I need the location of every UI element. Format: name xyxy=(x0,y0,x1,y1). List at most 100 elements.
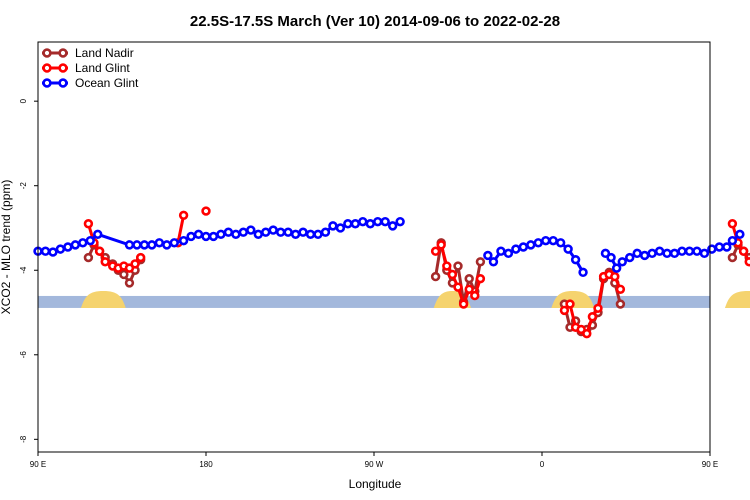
ocean-glint-point xyxy=(285,229,292,236)
ocean-glint-point xyxy=(50,249,57,256)
ocean-glint-point xyxy=(262,229,269,236)
x-axis-label: Longitude xyxy=(349,477,402,491)
land-glint-point xyxy=(102,258,109,265)
ocean-glint-point xyxy=(716,244,723,251)
x-tick-label: 90 W xyxy=(365,460,384,469)
land-glint-point xyxy=(477,275,484,282)
x-tick-label: 0 xyxy=(540,460,545,469)
ocean-glint-point xyxy=(255,231,262,238)
ocean-glint-point xyxy=(134,241,141,248)
land-band xyxy=(81,291,126,308)
ocean-glint-point xyxy=(171,239,178,246)
land-glint-point xyxy=(85,220,92,227)
ocean-glint-point xyxy=(292,231,299,238)
legend-marker xyxy=(44,80,51,87)
ocean-glint-point xyxy=(277,229,284,236)
ocean-glint-point xyxy=(723,244,730,251)
ocean-glint-point xyxy=(270,227,277,234)
ocean-glint-point xyxy=(490,258,497,265)
land-glint-point xyxy=(449,271,456,278)
ocean-glint-point xyxy=(498,248,505,255)
ocean-glint-point xyxy=(608,254,615,261)
legend-label: Land Glint xyxy=(75,61,130,75)
ocean-glint-point xyxy=(641,252,648,259)
ocean-glint-point xyxy=(180,237,187,244)
ocean-glint-point xyxy=(307,231,314,238)
land-glint-point xyxy=(466,286,473,293)
land-nadir-point xyxy=(466,275,473,282)
ocean-glint-point xyxy=(210,233,217,240)
ocean-glint-point xyxy=(195,231,202,238)
ocean-glint-point xyxy=(686,248,693,255)
y-axis: 0 -2 -4 -6 -8 xyxy=(19,98,38,442)
ocean-glint-point xyxy=(64,244,71,251)
legend-marker xyxy=(60,50,67,57)
ocean-glint-point xyxy=(300,229,307,236)
land-glint-point xyxy=(746,258,750,265)
ocean-glint-point xyxy=(315,231,322,238)
legend-item-land-nadir: Land Nadir xyxy=(42,46,134,60)
ocean-glint-point xyxy=(535,239,542,246)
ocean-glint-point xyxy=(42,248,49,255)
ocean-glint-point xyxy=(87,237,94,244)
ocean-glint-point xyxy=(505,250,512,257)
x-tick-label: 180 xyxy=(199,460,213,469)
ocean-glint-point xyxy=(656,248,663,255)
surface-band xyxy=(38,291,750,308)
ocean-glint-point xyxy=(550,237,557,244)
ocean-glint-point xyxy=(397,218,404,225)
land-glint-point xyxy=(455,284,462,291)
land-glint-point xyxy=(583,330,590,337)
ocean-glint-point xyxy=(322,229,329,236)
ocean-glint-point xyxy=(72,241,79,248)
ocean-glint-point xyxy=(708,246,715,253)
land-nadir-point xyxy=(617,301,624,308)
ocean-glint-point xyxy=(389,222,396,229)
ocean-glint-point xyxy=(649,250,656,257)
land-glint-point xyxy=(617,286,624,293)
land-glint-point xyxy=(460,301,467,308)
ocean-glint-point xyxy=(374,218,381,225)
ocean-glint-point xyxy=(484,252,491,259)
ocean-glint-point xyxy=(664,250,671,257)
y-tick-label: -8 xyxy=(19,435,28,443)
ocean-band xyxy=(38,296,710,308)
land-nadir-point xyxy=(120,271,127,278)
land-glint-point xyxy=(567,301,574,308)
land-glint-point xyxy=(589,313,596,320)
x-tick-label: 90 E xyxy=(702,460,718,469)
ocean-glint-point xyxy=(527,241,534,248)
land-nadir-point xyxy=(477,258,484,265)
ocean-glint-point xyxy=(156,239,163,246)
ocean-glint-point xyxy=(613,265,620,272)
ocean-glint-point xyxy=(626,254,633,261)
ocean-glint-point xyxy=(367,220,374,227)
ocean-glint-point xyxy=(188,233,195,240)
ocean-glint-point xyxy=(382,218,389,225)
land-nadir-point xyxy=(729,254,736,261)
ocean-glint-point xyxy=(572,256,579,263)
ocean-glint-point xyxy=(729,237,736,244)
ocean-glint-point xyxy=(337,225,344,232)
land-glint-point xyxy=(203,208,210,215)
land-glint-point xyxy=(595,305,602,312)
ocean-glint-point xyxy=(163,241,170,248)
ocean-glint-point xyxy=(671,250,678,257)
ocean-glint-point xyxy=(240,229,247,236)
ocean-glint-point xyxy=(619,258,626,265)
y-tick-label: -4 xyxy=(19,266,28,274)
legend-marker xyxy=(44,65,51,72)
y-tick-label: 0 xyxy=(19,98,28,103)
ocean-glint-point xyxy=(126,241,133,248)
series-land-glint xyxy=(85,208,750,337)
legend-item-ocean-glint: Ocean Glint xyxy=(42,76,139,90)
land-nadir-point xyxy=(455,263,462,270)
land-glint-point xyxy=(611,273,618,280)
x-tick-label: 90 E xyxy=(30,460,46,469)
y-tick-label: -6 xyxy=(19,351,28,359)
y-axis-label: XCO2 - MLO trend (ppm) xyxy=(0,180,13,315)
chart-title: 22.5S-17.5S March (Ver 10) 2014-09-06 to… xyxy=(190,13,560,30)
ocean-glint-point xyxy=(557,239,564,246)
ocean-glint-point xyxy=(247,227,254,234)
ocean-glint-point xyxy=(580,269,587,276)
